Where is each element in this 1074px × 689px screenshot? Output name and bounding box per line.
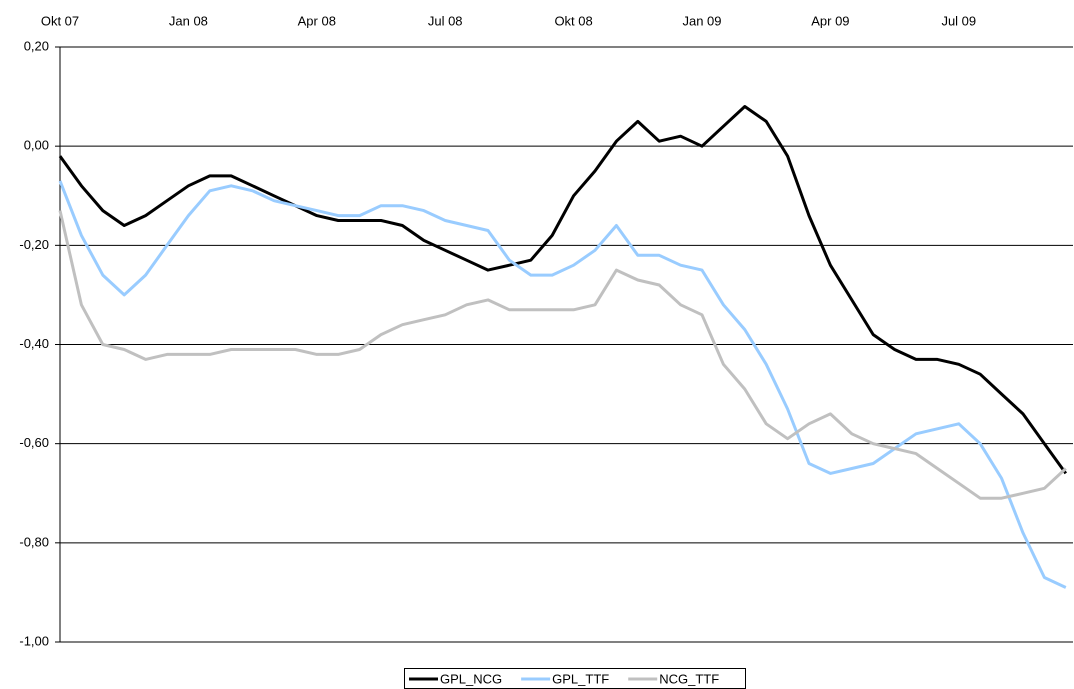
y-tick-label: -0,60 <box>19 435 49 450</box>
x-tick-label: Jan 08 <box>169 13 208 28</box>
y-tick-label: -0,40 <box>19 336 49 351</box>
x-tick-label: Apr 09 <box>811 13 849 28</box>
legend-label: GPL_TTF <box>552 671 609 686</box>
x-tick-label: Jul 09 <box>941 13 976 28</box>
y-tick-label: -0,20 <box>19 237 49 252</box>
legend-label: GPL_NCG <box>440 671 502 686</box>
legend-label: NCG_TTF <box>659 671 719 686</box>
x-tick-label: Jul 08 <box>428 13 463 28</box>
x-tick-label: Okt 07 <box>41 13 79 28</box>
series-line <box>58 105 1068 475</box>
y-tick-label: -1,00 <box>19 633 49 648</box>
y-tick-label: 0,00 <box>24 138 49 153</box>
y-tick-label: -0,80 <box>19 534 49 549</box>
x-tick-label: Okt 08 <box>554 13 592 28</box>
series-line <box>58 210 1067 500</box>
series-line <box>58 180 1067 589</box>
x-tick-label: Jan 09 <box>682 13 721 28</box>
y-tick-label: 0,20 <box>24 38 49 53</box>
x-tick-label: Apr 08 <box>298 13 336 28</box>
